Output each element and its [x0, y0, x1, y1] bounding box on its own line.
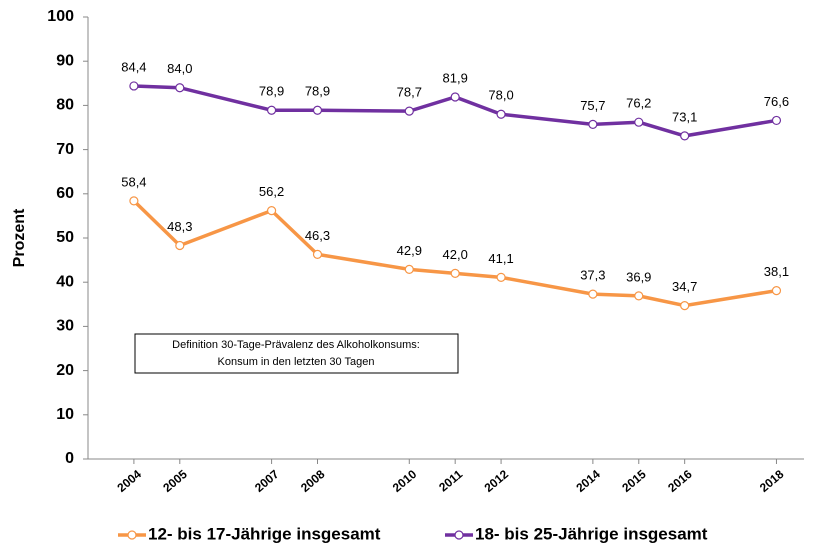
- point: [680, 131, 690, 141]
- point: [450, 268, 460, 278]
- value-label: 78,7: [397, 85, 422, 100]
- value-label: 58,4: [121, 174, 146, 189]
- y-tick-label: 30: [56, 318, 74, 335]
- y-tick-label: 10: [56, 406, 74, 423]
- point: [496, 109, 506, 119]
- point: [266, 205, 277, 216]
- value-label: 36,9: [626, 269, 651, 284]
- value-label: 48,3: [167, 219, 192, 234]
- value-label: 84,4: [121, 59, 146, 74]
- x-tick-label: 2015: [619, 467, 649, 495]
- point: [588, 289, 598, 299]
- point: [450, 92, 460, 102]
- y-tick-label: 0: [65, 450, 74, 467]
- legend-label: 18- bis 25-Jährige insgesamt: [475, 524, 708, 543]
- y-tick-label: 100: [47, 8, 74, 25]
- y-tick-label: 80: [56, 97, 74, 114]
- value-label: 78,9: [259, 84, 284, 99]
- point: [496, 272, 506, 282]
- point: [680, 301, 690, 311]
- x-tick-label: 2008: [298, 467, 328, 495]
- value-label: 76,2: [626, 96, 651, 111]
- point: [404, 264, 414, 274]
- annotation-box: [134, 333, 459, 374]
- x-tick-label: 2007: [252, 467, 282, 495]
- point: [175, 83, 185, 93]
- legend-marker: [454, 530, 464, 540]
- point: [129, 81, 139, 91]
- value-label: 75,7: [580, 98, 605, 113]
- x-tick-label: 2014: [573, 467, 603, 495]
- value-label: 34,7: [672, 279, 697, 294]
- point: [634, 117, 644, 127]
- value-label: 78,9: [305, 84, 330, 99]
- x-tick-label: 2005: [160, 467, 190, 495]
- point: [175, 240, 185, 251]
- x-tick-label: 2010: [390, 467, 420, 495]
- annotation: Definition 30-Tage-Prävalenz des Alkohol…: [172, 339, 420, 351]
- y-tick-label: 40: [56, 273, 74, 290]
- value-label: 38,1: [764, 264, 789, 279]
- value-label: 84,0: [167, 61, 192, 76]
- value-label: 41,1: [488, 251, 513, 266]
- value-label: 56,2: [259, 184, 284, 199]
- point: [771, 285, 782, 296]
- y-tick-label: 50: [56, 229, 74, 246]
- point: [588, 119, 598, 130]
- point: [404, 106, 414, 116]
- value-label: 42,9: [397, 243, 422, 258]
- x-tick-label: 2004: [114, 467, 144, 495]
- legend-marker: [127, 530, 137, 540]
- value-label: 76,6: [764, 94, 789, 109]
- x-tick-label: 2011: [436, 467, 465, 495]
- value-label: 42,0: [443, 247, 468, 262]
- point: [634, 291, 644, 301]
- annotation: Konsum in den letzten 30 Tagen: [218, 356, 375, 368]
- y-tick-label: 70: [56, 141, 74, 158]
- x-tick-label: 2012: [482, 467, 512, 495]
- point: [129, 196, 139, 206]
- x-tick-label: 2018: [757, 467, 787, 495]
- y-tick-label: 20: [56, 362, 74, 379]
- y-tick-label: 60: [56, 185, 74, 202]
- value-label: 73,1: [672, 109, 697, 124]
- point: [771, 115, 782, 126]
- y-axis-label: Prozent: [11, 208, 28, 267]
- value-label: 78,0: [488, 88, 513, 103]
- point: [312, 249, 323, 259]
- point: [312, 105, 323, 115]
- x-tick-label: 2016: [665, 467, 695, 495]
- value-label: 37,3: [580, 268, 605, 283]
- value-label: 81,9: [443, 70, 468, 85]
- legend-label: 12- bis 17-Jährige insgesamt: [148, 524, 381, 543]
- value-label: 46,3: [305, 228, 330, 243]
- point: [266, 105, 277, 115]
- y-tick-label: 90: [56, 52, 74, 69]
